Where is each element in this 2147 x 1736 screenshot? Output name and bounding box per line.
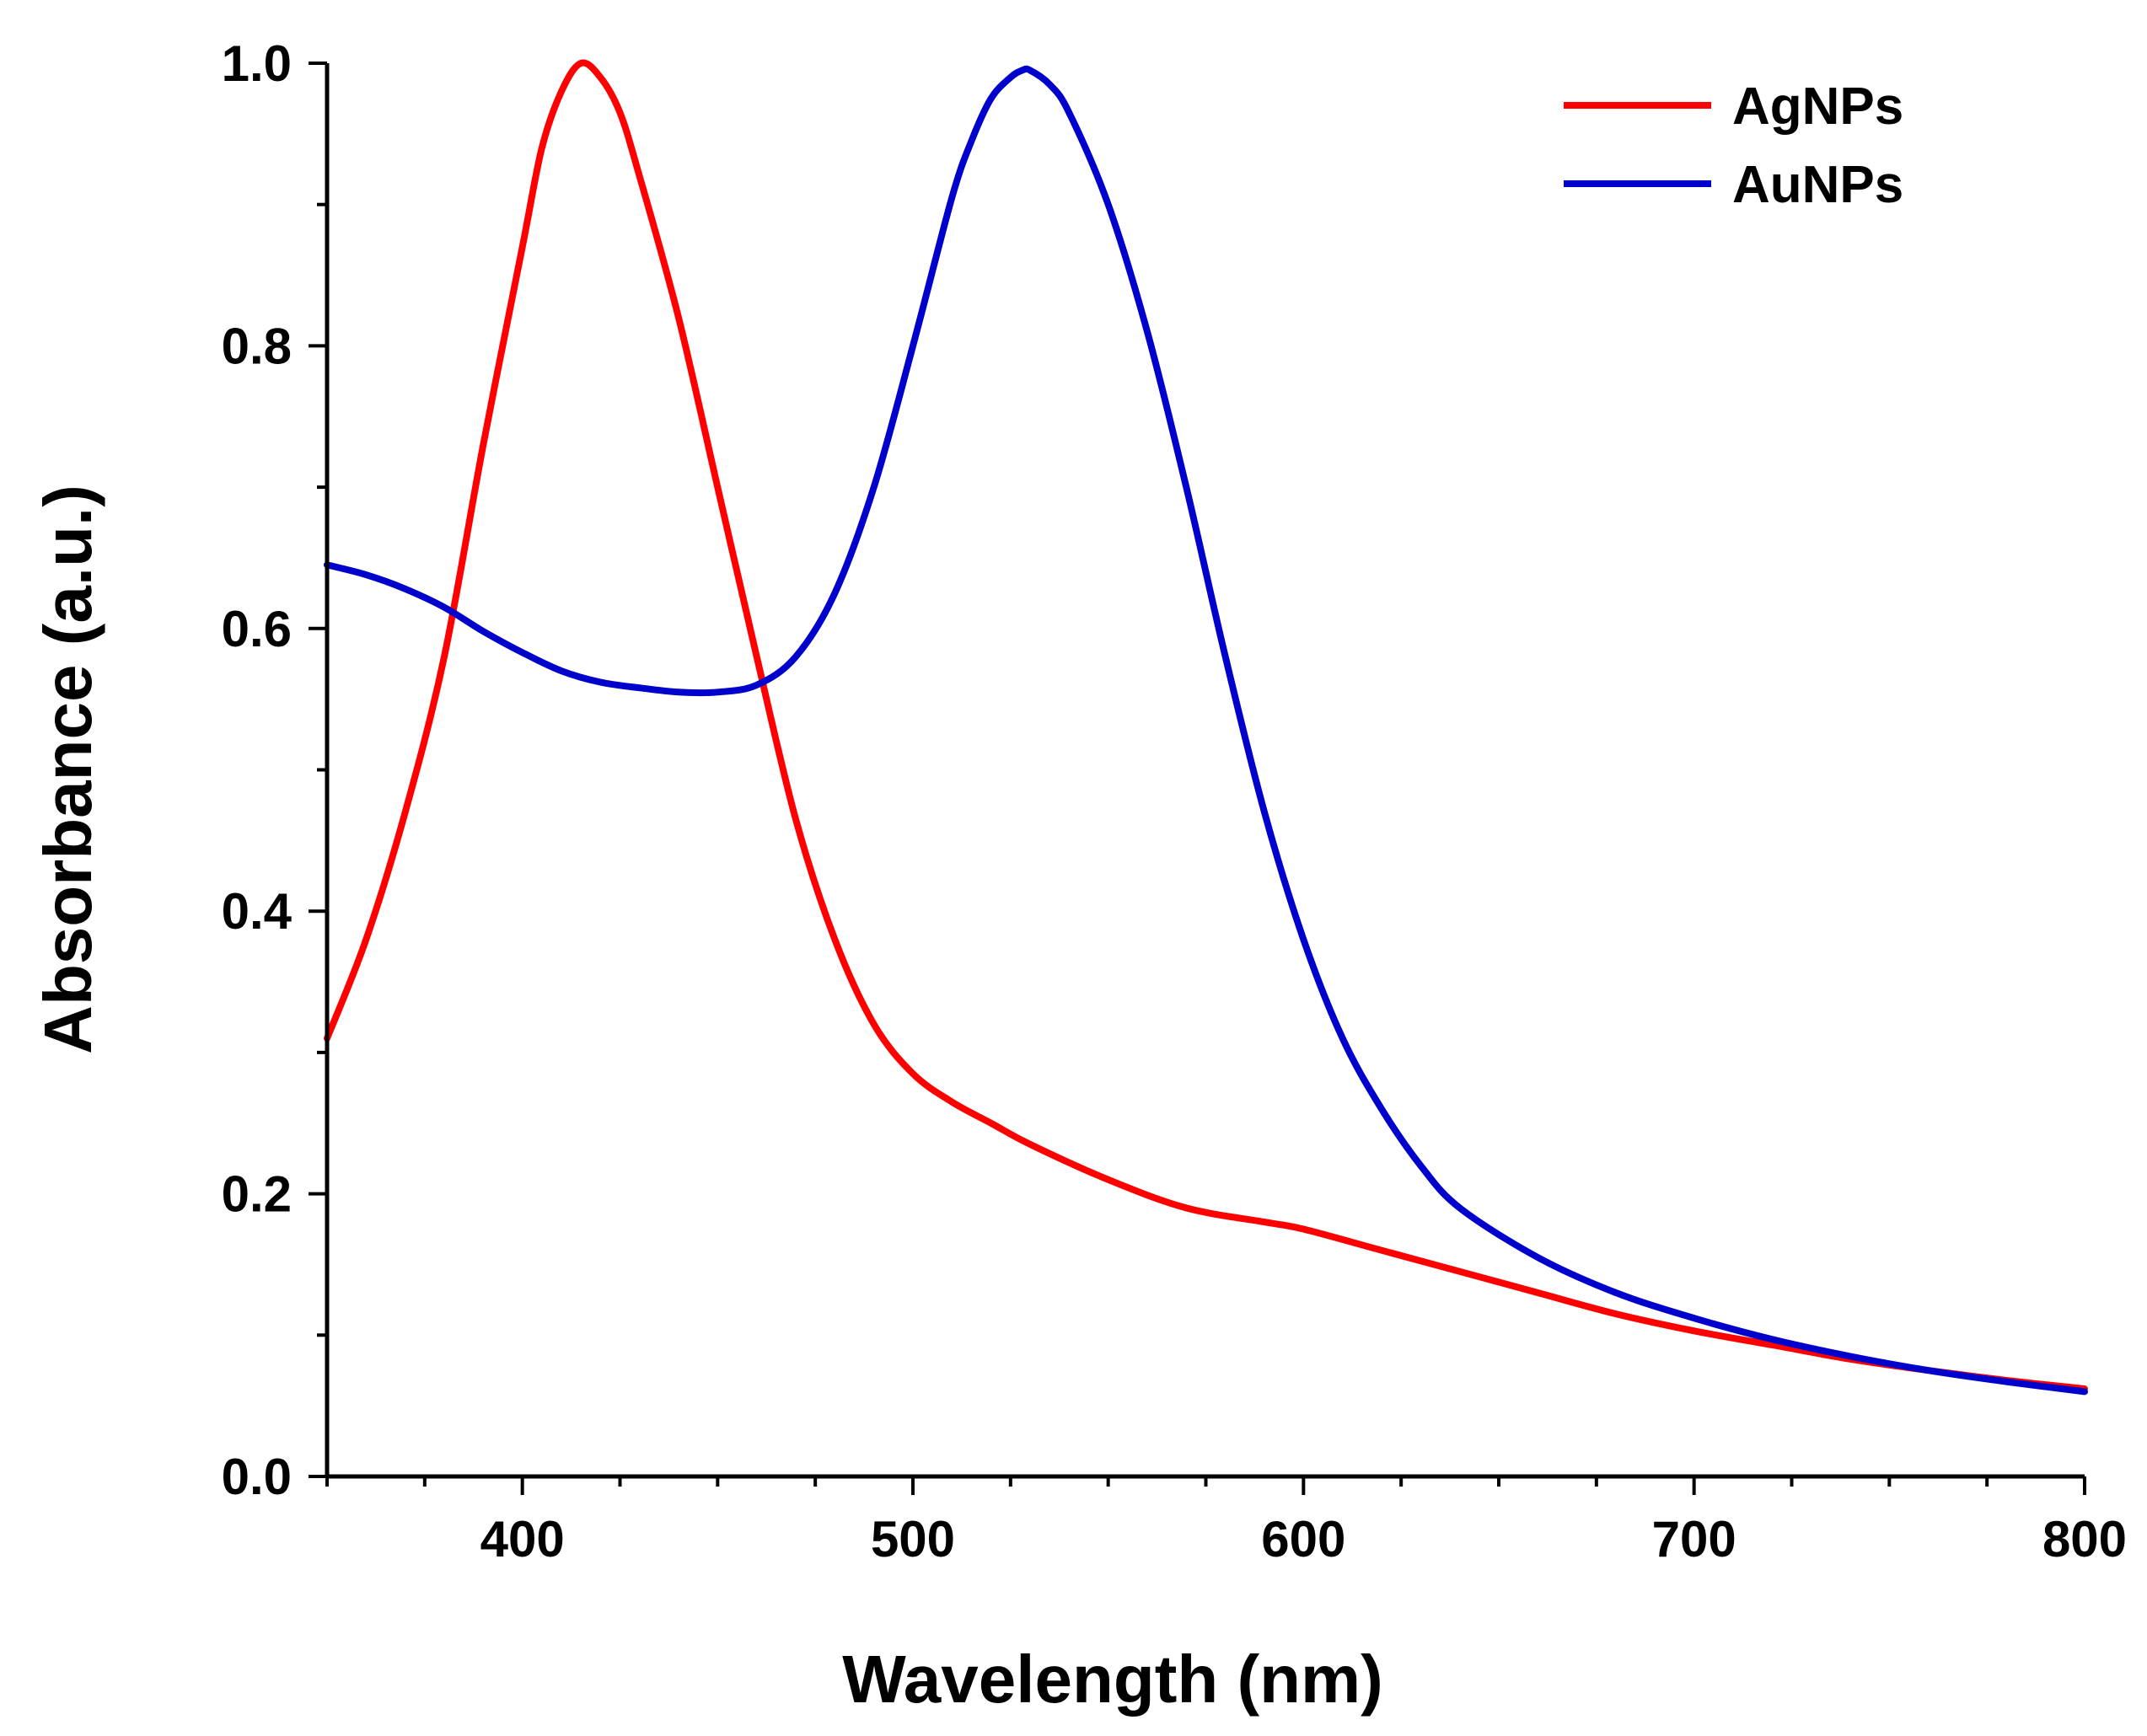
- x-axis-title: Wavelength (nm): [842, 1642, 1382, 1717]
- x-tick-label: 800: [2042, 1511, 2127, 1567]
- series-line-agnps: [324, 59, 2088, 1392]
- x-tick-label: 500: [871, 1511, 955, 1567]
- y-tick-label: 0.4: [222, 883, 293, 940]
- y-tick-label: 0.6: [222, 601, 292, 657]
- plot-area: [324, 59, 2088, 1396]
- x-ticks: 400 500 600 700 800: [325, 1476, 2127, 1567]
- y-tick-label: 0.2: [222, 1166, 292, 1223]
- y-axis-title: Absorbance (a.u.): [30, 485, 105, 1054]
- x-tick-label: 400: [480, 1511, 565, 1567]
- y-tick-label: 0.0: [222, 1449, 292, 1505]
- y-tick-label: 0.8: [222, 318, 292, 374]
- x-tick-label: 600: [1261, 1511, 1345, 1567]
- y-tick-label: 1.0: [222, 35, 292, 92]
- series-line-aunps: [324, 65, 2088, 1396]
- legend: AgNPs AuNPs: [1564, 78, 1903, 214]
- y-ticks: 0.0 0.2 0.4 0.6 0.8 1.0: [222, 35, 327, 1505]
- x-tick-label: 700: [1652, 1511, 1736, 1567]
- legend-label-agnps: AgNPs: [1732, 78, 1903, 136]
- axes: [325, 63, 2085, 1479]
- legend-label-aunps: AuNPs: [1732, 156, 1903, 214]
